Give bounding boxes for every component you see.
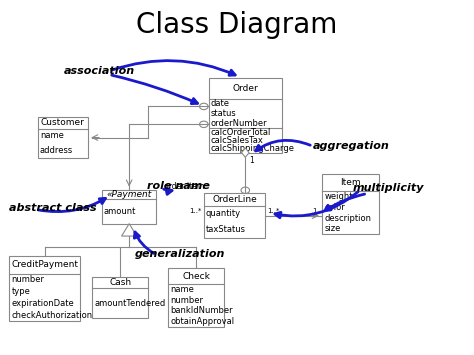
Text: abstract class: abstract class (9, 203, 97, 213)
Text: 1: 1 (312, 208, 316, 214)
Text: amount: amount (104, 207, 136, 216)
Text: type: type (11, 287, 30, 296)
Text: OrderLine: OrderLine (212, 195, 257, 204)
Text: multiplicity: multiplicity (353, 183, 425, 193)
Text: description: description (324, 213, 371, 223)
Bar (168, 268, 224, 327)
Text: orderNumber: orderNumber (210, 119, 267, 128)
Text: role name: role name (147, 181, 210, 191)
Text: 1: 1 (249, 156, 254, 165)
Text: Check: Check (182, 272, 210, 281)
Text: address: address (40, 146, 73, 155)
Text: CreditPayment: CreditPayment (11, 260, 78, 269)
Text: date: date (210, 99, 229, 108)
Text: expirationDate: expirationDate (11, 299, 74, 308)
Text: checkAuthorization: checkAuthorization (11, 311, 92, 320)
Text: status: status (210, 109, 236, 118)
Text: calcSalesTax: calcSalesTax (210, 136, 264, 145)
Text: Cash: Cash (109, 278, 131, 287)
Text: color: color (324, 203, 345, 212)
Polygon shape (241, 148, 249, 157)
Bar (38, 117, 88, 158)
Text: 1..*: 1..* (190, 208, 202, 214)
Text: Customer: Customer (41, 118, 85, 127)
Bar (92, 277, 148, 318)
Polygon shape (121, 224, 137, 236)
Text: calcOrderTotal: calcOrderTotal (210, 128, 271, 137)
Text: number: number (170, 296, 203, 305)
Bar (209, 78, 282, 153)
Text: quantity: quantity (206, 209, 241, 218)
Text: aggregation: aggregation (313, 141, 390, 151)
Text: name: name (40, 131, 64, 141)
Text: bankIdNumber: bankIdNumber (170, 306, 233, 315)
Text: Class Diagram: Class Diagram (137, 11, 337, 39)
Text: generalization: generalization (135, 249, 226, 259)
Text: weight: weight (324, 192, 353, 201)
Text: order item: order item (164, 182, 204, 191)
Text: taxStatus: taxStatus (206, 225, 246, 234)
Bar (322, 174, 379, 234)
Bar (204, 193, 265, 238)
Bar (102, 190, 156, 224)
Text: amountTendered: amountTendered (94, 299, 165, 307)
Text: 1..*: 1..* (267, 208, 280, 214)
Text: name: name (170, 285, 194, 294)
Text: obtainApproval: obtainApproval (170, 317, 234, 326)
Bar (9, 256, 80, 321)
Text: Order: Order (232, 84, 258, 93)
Text: size: size (324, 224, 341, 233)
Text: Item: Item (340, 178, 361, 187)
Text: association: association (64, 66, 135, 76)
Text: calcShippingCharge: calcShippingCharge (210, 144, 294, 153)
Text: number: number (11, 275, 45, 284)
Text: «Payment: «Payment (107, 190, 152, 199)
